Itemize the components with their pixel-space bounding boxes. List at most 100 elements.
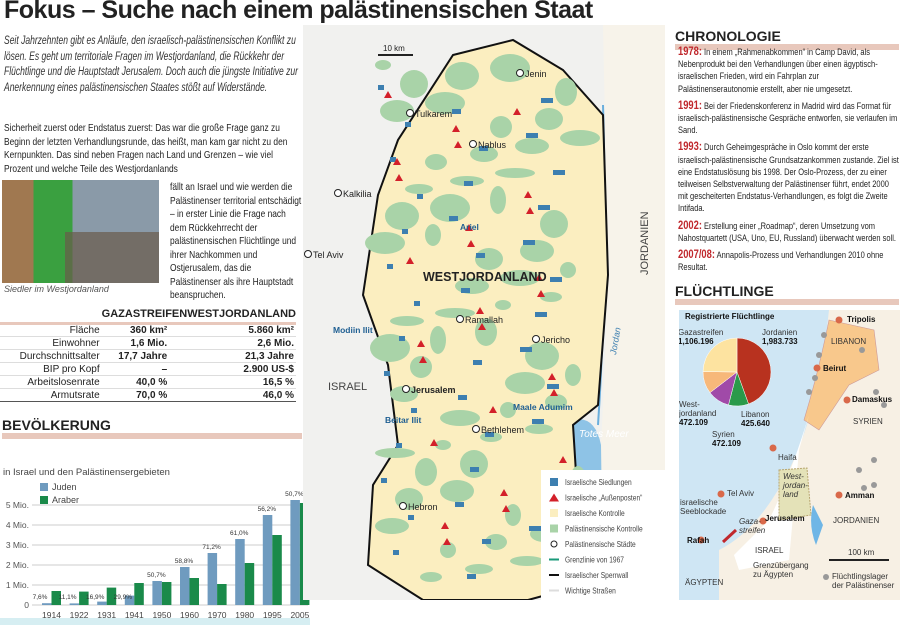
- table-row: Einwohner 1,6 Mio. 2,6 Mio.: [0, 336, 296, 350]
- settlement: [381, 478, 387, 483]
- place-label: Amman: [845, 491, 875, 500]
- cell-west: 46,0 %: [187, 388, 296, 402]
- settlement: [378, 85, 384, 90]
- settlement: [461, 288, 470, 293]
- settlement: [402, 229, 408, 234]
- palestinian-control-area: [500, 270, 540, 286]
- outpost-icon: [550, 389, 558, 396]
- settlement: [467, 574, 476, 579]
- settlement: [526, 133, 538, 138]
- palestinian-control-area: [375, 518, 409, 534]
- settlement: [452, 109, 461, 114]
- y-tick-label: 5 Mio.: [6, 500, 29, 510]
- refugee-camp-marker: [881, 402, 887, 408]
- palestinian-control-area: [425, 92, 465, 114]
- refugee-camp-marker: [871, 482, 877, 488]
- palestinian-control-area: [440, 480, 474, 502]
- population-heading: BEVÖLKERUNG: [2, 417, 302, 439]
- pie-title: Registrierte Flüchtlinge: [685, 312, 775, 321]
- legend-label: Flüchtlingslager der Palästinenser: [832, 572, 895, 590]
- outpost-icon: [467, 240, 475, 247]
- settlement: [535, 312, 547, 317]
- cell-gaza: 17,7 Jahre: [101, 349, 188, 363]
- city-marker: [835, 491, 843, 499]
- outpost-icon: [489, 406, 497, 413]
- outpost-icon: [478, 323, 486, 330]
- palestinian-control-area: [510, 556, 544, 566]
- legend-label: Wichtige Straßen: [565, 586, 616, 596]
- jordan-label: JORDANIEN: [639, 211, 651, 275]
- bar-araber: [134, 583, 144, 605]
- event-year: 2002:: [678, 217, 702, 232]
- city-label: Jericho: [541, 335, 570, 345]
- refugee-camp-marker: [816, 352, 822, 358]
- data-label: 58,8%: [175, 558, 194, 565]
- blockade-line: [721, 528, 738, 544]
- palestinian-control-area: [505, 504, 521, 526]
- city-marker: [843, 396, 851, 404]
- city-label: Bethlehem: [481, 425, 524, 435]
- outpost-icon: [513, 108, 521, 115]
- palestinian-control-area: [525, 342, 559, 370]
- bar-juden: [69, 603, 80, 605]
- table-row: Armutsrate 70,0 % 46,0 %: [0, 388, 296, 402]
- palestinian-control-area: [465, 564, 493, 574]
- palestinian-control-area: [375, 60, 391, 70]
- cell-gaza: 360 km²: [101, 323, 188, 337]
- pie-label: West-jordanland 472.109: [679, 400, 723, 427]
- place-label: Tripolis: [847, 315, 876, 324]
- palestinian-control-area: [560, 130, 600, 146]
- palestinian-control-area: [380, 100, 414, 122]
- city-label: Hebron: [408, 502, 438, 512]
- pie-slice-4: [702, 337, 738, 373]
- cell-west: 2,6 Mio.: [187, 336, 296, 350]
- outpost-icon: [441, 522, 449, 529]
- table-row: Arbeitslosenrate 40,0 % 16,5 %: [0, 375, 296, 389]
- legend-outpost-icon: [549, 493, 559, 502]
- chronology-list: 1978: In einem „Rahmenabkommen“ in Camp …: [678, 45, 900, 277]
- palestinian-control-area: [475, 248, 503, 270]
- place-label: ISRAEL: [755, 546, 784, 555]
- data-label: 56,2%: [258, 506, 277, 513]
- right-column: CHRONOLOGIE 1978: In einem „Rahmenabkomm…: [667, 25, 900, 600]
- outpost-icon: [406, 257, 414, 264]
- data-label: 29,9%: [114, 594, 133, 601]
- palestinian-control-area: [445, 62, 479, 90]
- city-marker: [399, 502, 407, 510]
- palestinian-control-area: [535, 108, 563, 130]
- event-year: 1978:: [678, 44, 702, 58]
- data-label: 11,1%: [59, 594, 77, 601]
- pie-label-name: Syrien: [712, 430, 735, 439]
- refugee-camp-marker: [859, 347, 865, 353]
- palestinian-control-area: [515, 138, 549, 154]
- legend-label: Israelische Kontrolle: [565, 508, 625, 518]
- y-tick-label: 1 Mio.: [6, 580, 29, 590]
- settlement-label: Beitar Ilit: [385, 415, 422, 425]
- settlement: [553, 170, 565, 175]
- footer-band: [0, 618, 310, 625]
- event-text: Bei der Friedenskonferenz in Madrid wird…: [678, 100, 898, 137]
- palestinian-control-area: [365, 232, 405, 254]
- region-label: WESTJORDANLAND: [423, 270, 547, 284]
- legend-labels: Israelische Siedlungen Israelische „Außen…: [565, 477, 643, 595]
- cell-label: Durchschnittsalter: [0, 349, 102, 363]
- place-label: SYRIEN: [853, 417, 883, 426]
- settlement: [405, 122, 411, 127]
- outpost-icon: [537, 290, 545, 297]
- event-year: 2007/08:: [678, 247, 715, 262]
- settlement: [547, 384, 559, 389]
- legend-swatch: [40, 483, 48, 491]
- outpost-icon: [559, 456, 567, 463]
- refugee-camp-marker: [812, 375, 818, 381]
- jordan-land: [593, 25, 665, 600]
- outpost-icon: [419, 356, 427, 363]
- header-west: WESTJORDANLAND: [187, 308, 296, 325]
- city-label: Tel Aviv: [313, 250, 344, 260]
- bar-juden: [235, 539, 245, 605]
- bar-juden: [152, 581, 162, 605]
- event-text: In einem „Rahmenabkommen“ in Camp David,…: [678, 47, 878, 95]
- legend-label: Palästinensische Städte: [565, 539, 636, 549]
- photo-caption: Siedler im Westjordanland: [4, 284, 109, 294]
- refugee-camp-marker: [806, 389, 812, 395]
- place-label: Haifa: [778, 453, 797, 462]
